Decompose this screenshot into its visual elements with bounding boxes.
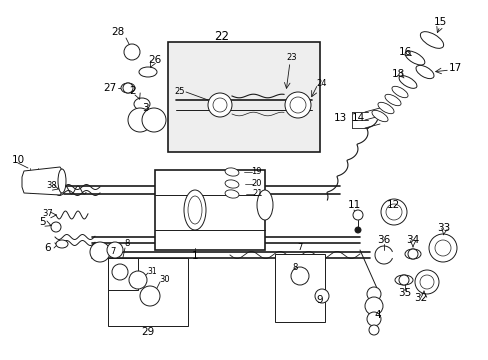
Ellipse shape — [139, 67, 157, 77]
Circle shape — [414, 270, 438, 294]
Circle shape — [314, 289, 328, 303]
Text: 9: 9 — [316, 295, 323, 305]
Ellipse shape — [285, 92, 310, 118]
Text: 17: 17 — [447, 63, 461, 73]
Text: 35: 35 — [398, 288, 411, 298]
Text: 5: 5 — [39, 217, 45, 227]
Circle shape — [128, 108, 152, 132]
Circle shape — [90, 242, 110, 262]
Circle shape — [385, 204, 401, 220]
Text: 18: 18 — [390, 69, 404, 79]
Text: 20: 20 — [251, 180, 262, 189]
Bar — [155, 170, 264, 250]
Ellipse shape — [56, 240, 68, 248]
Circle shape — [352, 210, 362, 220]
Ellipse shape — [183, 190, 205, 230]
Circle shape — [407, 249, 417, 259]
Polygon shape — [22, 167, 64, 195]
Text: 11: 11 — [346, 200, 360, 210]
Circle shape — [124, 44, 140, 60]
Text: 7: 7 — [110, 248, 116, 256]
Text: 2: 2 — [129, 86, 136, 96]
Ellipse shape — [394, 275, 412, 285]
Text: 36: 36 — [377, 235, 390, 245]
Ellipse shape — [224, 168, 239, 176]
Text: 32: 32 — [413, 293, 427, 303]
Text: 19: 19 — [250, 167, 261, 176]
Circle shape — [398, 275, 408, 285]
Text: 23: 23 — [286, 54, 297, 63]
Ellipse shape — [377, 102, 393, 114]
Ellipse shape — [404, 249, 420, 259]
Ellipse shape — [289, 97, 305, 113]
Text: 30: 30 — [160, 275, 170, 284]
Text: 27: 27 — [103, 83, 116, 93]
Ellipse shape — [121, 83, 135, 93]
Circle shape — [51, 222, 61, 232]
Text: 31: 31 — [147, 267, 157, 276]
Circle shape — [140, 286, 160, 306]
Ellipse shape — [391, 86, 407, 98]
Text: 6: 6 — [44, 243, 51, 253]
Circle shape — [428, 234, 456, 262]
Bar — [108, 258, 187, 326]
Text: 26: 26 — [148, 55, 162, 65]
Circle shape — [364, 297, 382, 315]
Text: 7: 7 — [297, 243, 302, 252]
Text: 8: 8 — [292, 264, 297, 273]
Circle shape — [354, 227, 360, 233]
Text: 28: 28 — [111, 27, 124, 37]
Ellipse shape — [415, 66, 433, 78]
Text: 22: 22 — [214, 30, 229, 42]
Bar — [168, 42, 319, 152]
Ellipse shape — [398, 76, 416, 88]
Ellipse shape — [224, 190, 239, 198]
Ellipse shape — [420, 32, 443, 48]
Text: 25: 25 — [174, 87, 185, 96]
Circle shape — [142, 108, 165, 132]
Ellipse shape — [405, 51, 424, 65]
Ellipse shape — [371, 110, 387, 122]
Circle shape — [107, 242, 123, 258]
Ellipse shape — [224, 180, 239, 188]
Circle shape — [123, 83, 133, 93]
Ellipse shape — [58, 169, 66, 193]
Ellipse shape — [384, 94, 400, 106]
Text: 38: 38 — [46, 180, 57, 189]
Text: 1: 1 — [191, 251, 198, 261]
Text: 33: 33 — [436, 223, 450, 233]
Ellipse shape — [187, 196, 202, 224]
Text: 13: 13 — [333, 113, 346, 123]
Text: 15: 15 — [432, 17, 446, 27]
Circle shape — [290, 267, 308, 285]
Ellipse shape — [213, 98, 226, 112]
Circle shape — [129, 271, 147, 289]
Bar — [274, 254, 325, 322]
Circle shape — [366, 312, 380, 326]
Text: 29: 29 — [141, 327, 154, 337]
Text: 3: 3 — [142, 103, 148, 113]
Text: 37: 37 — [42, 210, 53, 219]
Text: 21: 21 — [252, 189, 263, 198]
Text: 12: 12 — [386, 200, 399, 210]
Text: 10: 10 — [11, 155, 24, 165]
Circle shape — [419, 275, 433, 289]
Bar — [108, 258, 138, 290]
Circle shape — [366, 287, 380, 301]
Circle shape — [380, 199, 406, 225]
Circle shape — [434, 240, 450, 256]
Text: 14: 14 — [351, 113, 364, 123]
Text: 4: 4 — [374, 310, 381, 320]
Text: 16: 16 — [398, 47, 411, 57]
Ellipse shape — [207, 93, 231, 117]
Ellipse shape — [134, 98, 150, 110]
Text: 8: 8 — [124, 239, 129, 248]
Ellipse shape — [257, 190, 272, 220]
Text: 34: 34 — [406, 235, 419, 245]
Circle shape — [368, 325, 378, 335]
Text: 24: 24 — [316, 80, 326, 89]
Circle shape — [112, 264, 128, 280]
